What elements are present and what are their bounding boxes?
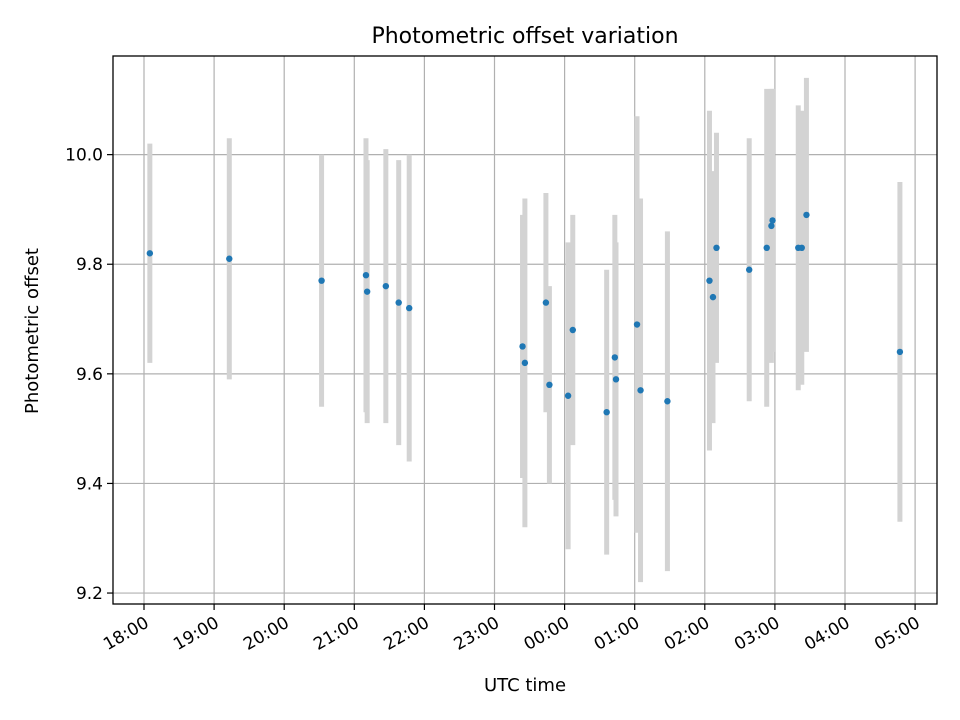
data-point <box>318 277 325 284</box>
data-point <box>745 266 753 273</box>
data-point <box>382 282 390 290</box>
data-point <box>546 381 553 388</box>
y-tick-label: 10.0 <box>65 146 103 166</box>
data-points <box>146 211 904 416</box>
data-point <box>637 387 644 394</box>
data-point <box>363 288 371 295</box>
data-point <box>706 277 713 284</box>
data-point <box>664 398 671 405</box>
data-point <box>146 250 154 257</box>
x-tick-label: 19:00 <box>170 613 222 655</box>
data-point <box>612 376 620 383</box>
y-tick-label: 9.4 <box>76 474 103 494</box>
data-point <box>769 217 776 224</box>
data-point <box>768 222 775 230</box>
data-point <box>226 255 233 262</box>
x-tick-label: 22:00 <box>380 613 432 655</box>
x-tick-label: 04:00 <box>801 613 853 655</box>
x-tick-label: 21:00 <box>310 613 362 655</box>
x-tick-label: 18:00 <box>100 613 152 655</box>
data-point <box>569 326 576 334</box>
data-point <box>521 359 529 367</box>
x-tick-label: 01:00 <box>591 613 643 655</box>
x-tick-label: 03:00 <box>731 613 783 655</box>
data-point <box>803 211 810 219</box>
data-point <box>896 348 904 356</box>
data-point <box>406 304 413 312</box>
y-axis-ticks: 9.2 9.4 9.6 9.8 10.0 <box>65 146 113 604</box>
x-tick-label: 02:00 <box>661 613 713 655</box>
data-point <box>713 244 720 251</box>
data-point <box>603 409 610 416</box>
y-tick-label: 9.8 <box>76 255 103 275</box>
chart-title: Photometric offset variation <box>371 24 678 49</box>
y-tick-label: 9.6 <box>76 365 103 385</box>
data-point <box>763 244 770 251</box>
data-point <box>362 272 370 279</box>
x-axis-ticks: 18:00 19:00 20:00 21:00 22:00 23:00 00:00 01:00… <box>100 604 924 655</box>
data-point <box>611 354 619 361</box>
y-tick-label: 9.2 <box>76 584 103 604</box>
plot-frame <box>112 55 938 605</box>
data-point <box>395 299 402 306</box>
error-bars <box>147 77 903 583</box>
data-point <box>709 293 717 301</box>
data-point <box>542 299 550 306</box>
x-axis-label: UTC time <box>484 675 566 696</box>
data-point <box>798 244 805 251</box>
y-axis-label: Photometric offset <box>22 248 43 414</box>
x-tick-label: 00:00 <box>521 613 573 655</box>
data-point <box>633 321 641 328</box>
x-tick-label: 05:00 <box>871 613 923 655</box>
x-tick-label: 20:00 <box>240 613 292 655</box>
data-point <box>519 343 526 350</box>
data-point <box>564 392 572 399</box>
x-tick-label: 23:00 <box>451 613 503 655</box>
